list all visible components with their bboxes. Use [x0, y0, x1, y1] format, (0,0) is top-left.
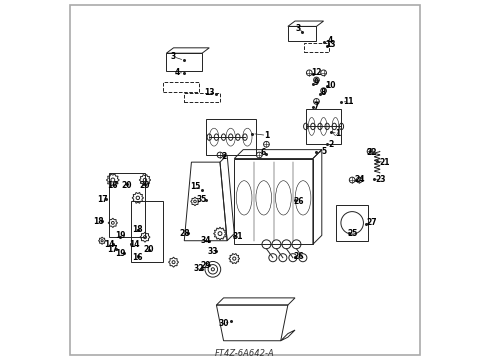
- Text: 4: 4: [328, 36, 333, 45]
- Text: 15: 15: [190, 182, 200, 191]
- Text: FT4Z-6A642-A: FT4Z-6A642-A: [215, 349, 275, 358]
- Text: 3: 3: [296, 24, 301, 33]
- Text: 20: 20: [143, 245, 154, 254]
- Text: 10: 10: [325, 81, 336, 90]
- Text: 34: 34: [200, 235, 211, 244]
- Text: 1: 1: [264, 131, 269, 140]
- Text: 2: 2: [328, 140, 333, 149]
- Text: 12: 12: [311, 68, 322, 77]
- Text: 19: 19: [115, 231, 125, 240]
- Text: 2: 2: [221, 152, 226, 161]
- Text: 4: 4: [174, 68, 180, 77]
- Text: 8: 8: [321, 88, 326, 97]
- Text: 17: 17: [97, 195, 107, 204]
- Text: 18: 18: [132, 225, 143, 234]
- Text: 13: 13: [204, 88, 215, 97]
- Text: 27: 27: [367, 218, 377, 227]
- Text: 24: 24: [354, 175, 365, 184]
- Text: 16: 16: [133, 253, 143, 262]
- Text: 26: 26: [294, 252, 304, 261]
- Text: 19: 19: [115, 249, 125, 258]
- Text: 3: 3: [171, 52, 176, 61]
- Text: 22: 22: [367, 148, 377, 157]
- Text: 25: 25: [347, 229, 357, 238]
- Text: 29: 29: [200, 261, 211, 270]
- Text: 7: 7: [314, 102, 319, 111]
- Text: 23: 23: [375, 175, 386, 184]
- Text: 1: 1: [335, 129, 341, 138]
- Text: 9: 9: [314, 78, 319, 87]
- Text: 30: 30: [219, 319, 229, 328]
- Text: 16: 16: [108, 181, 118, 190]
- Text: 14: 14: [129, 240, 140, 249]
- Text: 5: 5: [321, 147, 326, 156]
- Text: 33: 33: [208, 247, 218, 256]
- Text: 13: 13: [325, 40, 336, 49]
- Text: 32: 32: [194, 264, 204, 273]
- Text: 21: 21: [379, 158, 390, 167]
- Text: 11: 11: [343, 97, 354, 106]
- Text: 31: 31: [233, 232, 243, 241]
- Text: 26: 26: [294, 197, 304, 206]
- Text: 14: 14: [104, 240, 115, 249]
- Text: 28: 28: [179, 229, 190, 238]
- Text: 35: 35: [197, 195, 207, 204]
- Text: 6: 6: [260, 148, 266, 157]
- Text: 17: 17: [107, 245, 118, 254]
- Text: 20: 20: [122, 181, 132, 190]
- Text: 18: 18: [93, 217, 104, 226]
- Text: 20: 20: [140, 181, 150, 190]
